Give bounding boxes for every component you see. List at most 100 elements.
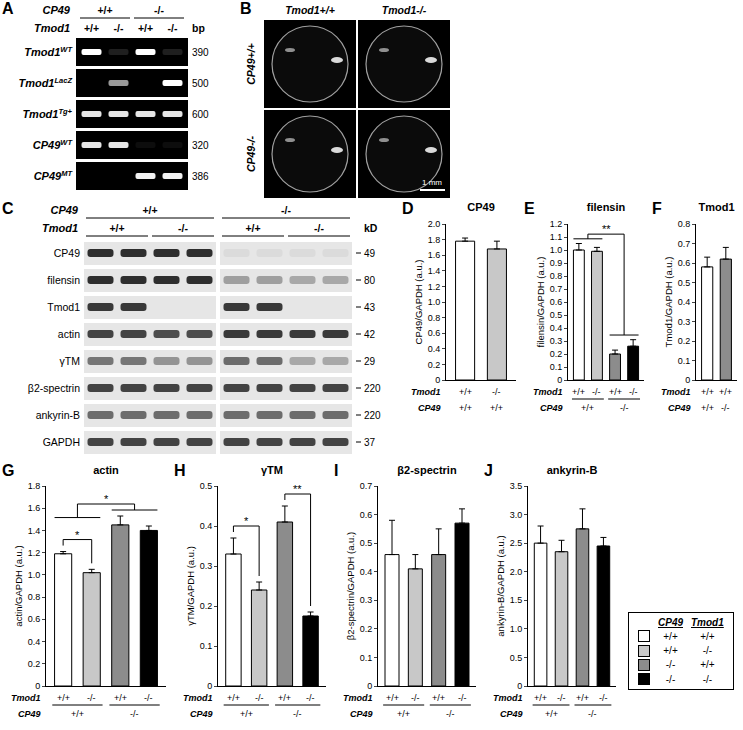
- svg-text:+/+: +/+: [227, 693, 240, 703]
- svg-text:0.3: 0.3: [550, 336, 563, 346]
- svg-text:0.4: 0.4: [678, 297, 691, 307]
- svg-text:-/-: -/-: [293, 709, 302, 719]
- svg-text:3.0: 3.0: [510, 510, 523, 520]
- svg-text:+/+: +/+: [432, 693, 445, 703]
- svg-text:-/-: -/-: [154, 4, 164, 16]
- svg-text:+/+: +/+: [245, 222, 260, 234]
- svg-text:-/-: -/-: [557, 693, 566, 703]
- svg-text:1 mm: 1 mm: [422, 178, 442, 187]
- svg-text:42: 42: [364, 329, 376, 340]
- svg-text:0: 0: [367, 681, 372, 691]
- svg-text:filensin: filensin: [587, 201, 626, 213]
- svg-text:0.3: 0.3: [360, 595, 373, 605]
- svg-text:CP49-/-: CP49-/-: [245, 135, 257, 172]
- svg-text:-/-: -/-: [114, 22, 124, 34]
- svg-text:0.2: 0.2: [360, 624, 373, 634]
- svg-text:+/+: +/+: [534, 693, 547, 703]
- svg-text:1.0: 1.0: [428, 297, 441, 307]
- svg-text:+/+: +/+: [490, 403, 503, 413]
- svg-text:+/+: +/+: [142, 204, 157, 216]
- svg-text:+/+: +/+: [719, 387, 732, 397]
- svg-text:*: *: [75, 529, 80, 541]
- svg-text:0.6: 0.6: [28, 614, 41, 624]
- svg-text:220: 220: [364, 410, 381, 421]
- svg-text:CP49: CP49: [540, 403, 563, 413]
- svg-text:0.7: 0.7: [360, 481, 373, 491]
- svg-text:filensin/GAPDH (a.u.): filensin/GAPDH (a.u.): [535, 257, 546, 348]
- svg-text:+/+: +/+: [701, 403, 714, 413]
- svg-text:29: 29: [364, 356, 376, 367]
- svg-text:+/+: +/+: [114, 693, 127, 703]
- svg-text:+/+: +/+: [459, 403, 472, 413]
- svg-text:**: **: [602, 223, 611, 235]
- svg-text:1.6: 1.6: [28, 503, 41, 513]
- svg-text:Tmod1: Tmod1: [533, 387, 563, 397]
- svg-text:320: 320: [192, 140, 209, 151]
- svg-text:Tmod1: Tmod1: [11, 693, 41, 703]
- svg-text:+/+: +/+: [84, 22, 99, 34]
- svg-text:Tmod1: Tmod1: [493, 693, 523, 703]
- svg-text:0.6: 0.6: [678, 258, 691, 268]
- svg-text:0.2: 0.2: [550, 349, 563, 359]
- svg-text:1.0: 1.0: [28, 570, 41, 580]
- svg-text:Tmod1LacZ: Tmod1LacZ: [18, 76, 72, 89]
- svg-text:0.3: 0.3: [200, 561, 213, 571]
- svg-text:Tmod1: Tmod1: [47, 301, 80, 313]
- svg-text:Tmod1Tg+: Tmod1Tg+: [22, 107, 72, 120]
- svg-text:37: 37: [364, 437, 376, 448]
- svg-text:actin/GAPDH (a.u.): actin/GAPDH (a.u.): [13, 545, 24, 626]
- svg-text:0.6: 0.6: [428, 328, 441, 338]
- svg-text:0.1: 0.1: [678, 356, 691, 366]
- svg-text:43: 43: [364, 302, 376, 313]
- svg-text:0.8: 0.8: [550, 271, 563, 281]
- svg-text:-/-: -/-: [629, 387, 638, 397]
- svg-text:0.5: 0.5: [678, 278, 691, 288]
- svg-text:CP49: CP49: [54, 247, 80, 259]
- svg-text:-/-: -/-: [492, 387, 501, 397]
- svg-text:CP49+/+: CP49+/+: [245, 43, 257, 84]
- svg-text:kD: kD: [364, 222, 378, 234]
- svg-text:+/+: +/+: [278, 693, 291, 703]
- svg-text:-/-: -/-: [306, 693, 315, 703]
- svg-text:-/-: -/-: [130, 709, 139, 719]
- svg-text:CP49WT: CP49WT: [33, 138, 74, 151]
- svg-text:-/-: -/-: [620, 403, 629, 413]
- svg-text:CP49: CP49: [668, 403, 691, 413]
- svg-text:Tmod1+/+: Tmod1+/+: [285, 4, 335, 16]
- svg-text:-/-: -/-: [411, 693, 420, 703]
- svg-text:-/-: -/-: [168, 22, 178, 34]
- svg-text:-/-: -/-: [458, 693, 467, 703]
- svg-text:CP49MT: CP49MT: [34, 169, 74, 182]
- svg-text:+/+: +/+: [240, 709, 253, 719]
- svg-text:0.6: 0.6: [550, 297, 563, 307]
- svg-text:-/-: -/-: [446, 709, 455, 719]
- svg-text:1.8: 1.8: [28, 481, 41, 491]
- svg-text:0: 0: [435, 375, 440, 385]
- svg-text:γTM/GAPDH (a.u.): γTM/GAPDH (a.u.): [185, 546, 196, 626]
- svg-text:-/-: -/-: [599, 693, 608, 703]
- svg-text:3.5: 3.5: [510, 481, 523, 491]
- svg-text:CP49: CP49: [42, 4, 70, 16]
- svg-text:CP49: CP49: [50, 204, 78, 216]
- svg-text:-/-: -/-: [178, 222, 188, 234]
- svg-text:β2-spectrin: β2-spectrin: [28, 382, 80, 394]
- svg-text:+/+: +/+: [57, 693, 70, 703]
- svg-text:-/-: -/-: [592, 387, 601, 397]
- svg-text:1.4: 1.4: [428, 266, 441, 276]
- svg-text:0.4: 0.4: [550, 323, 563, 333]
- svg-text:-/-: -/-: [721, 403, 730, 413]
- svg-text:CP49: CP49: [18, 709, 41, 719]
- svg-text:**: **: [293, 483, 302, 495]
- svg-text:-/-: -/-: [281, 204, 291, 216]
- svg-text:390: 390: [192, 47, 209, 58]
- svg-text:+/+: +/+: [97, 4, 112, 16]
- svg-text:GAPDH: GAPDH: [43, 436, 80, 448]
- svg-text:600: 600: [192, 109, 209, 120]
- svg-text:0.5: 0.5: [510, 653, 523, 663]
- svg-text:0: 0: [517, 681, 522, 691]
- svg-text:-/-: -/-: [314, 222, 324, 234]
- svg-text:1.2: 1.2: [428, 282, 441, 292]
- svg-text:Tmod1: Tmod1: [183, 693, 213, 703]
- svg-text:0: 0: [557, 375, 562, 385]
- svg-text:+/+: +/+: [71, 709, 84, 719]
